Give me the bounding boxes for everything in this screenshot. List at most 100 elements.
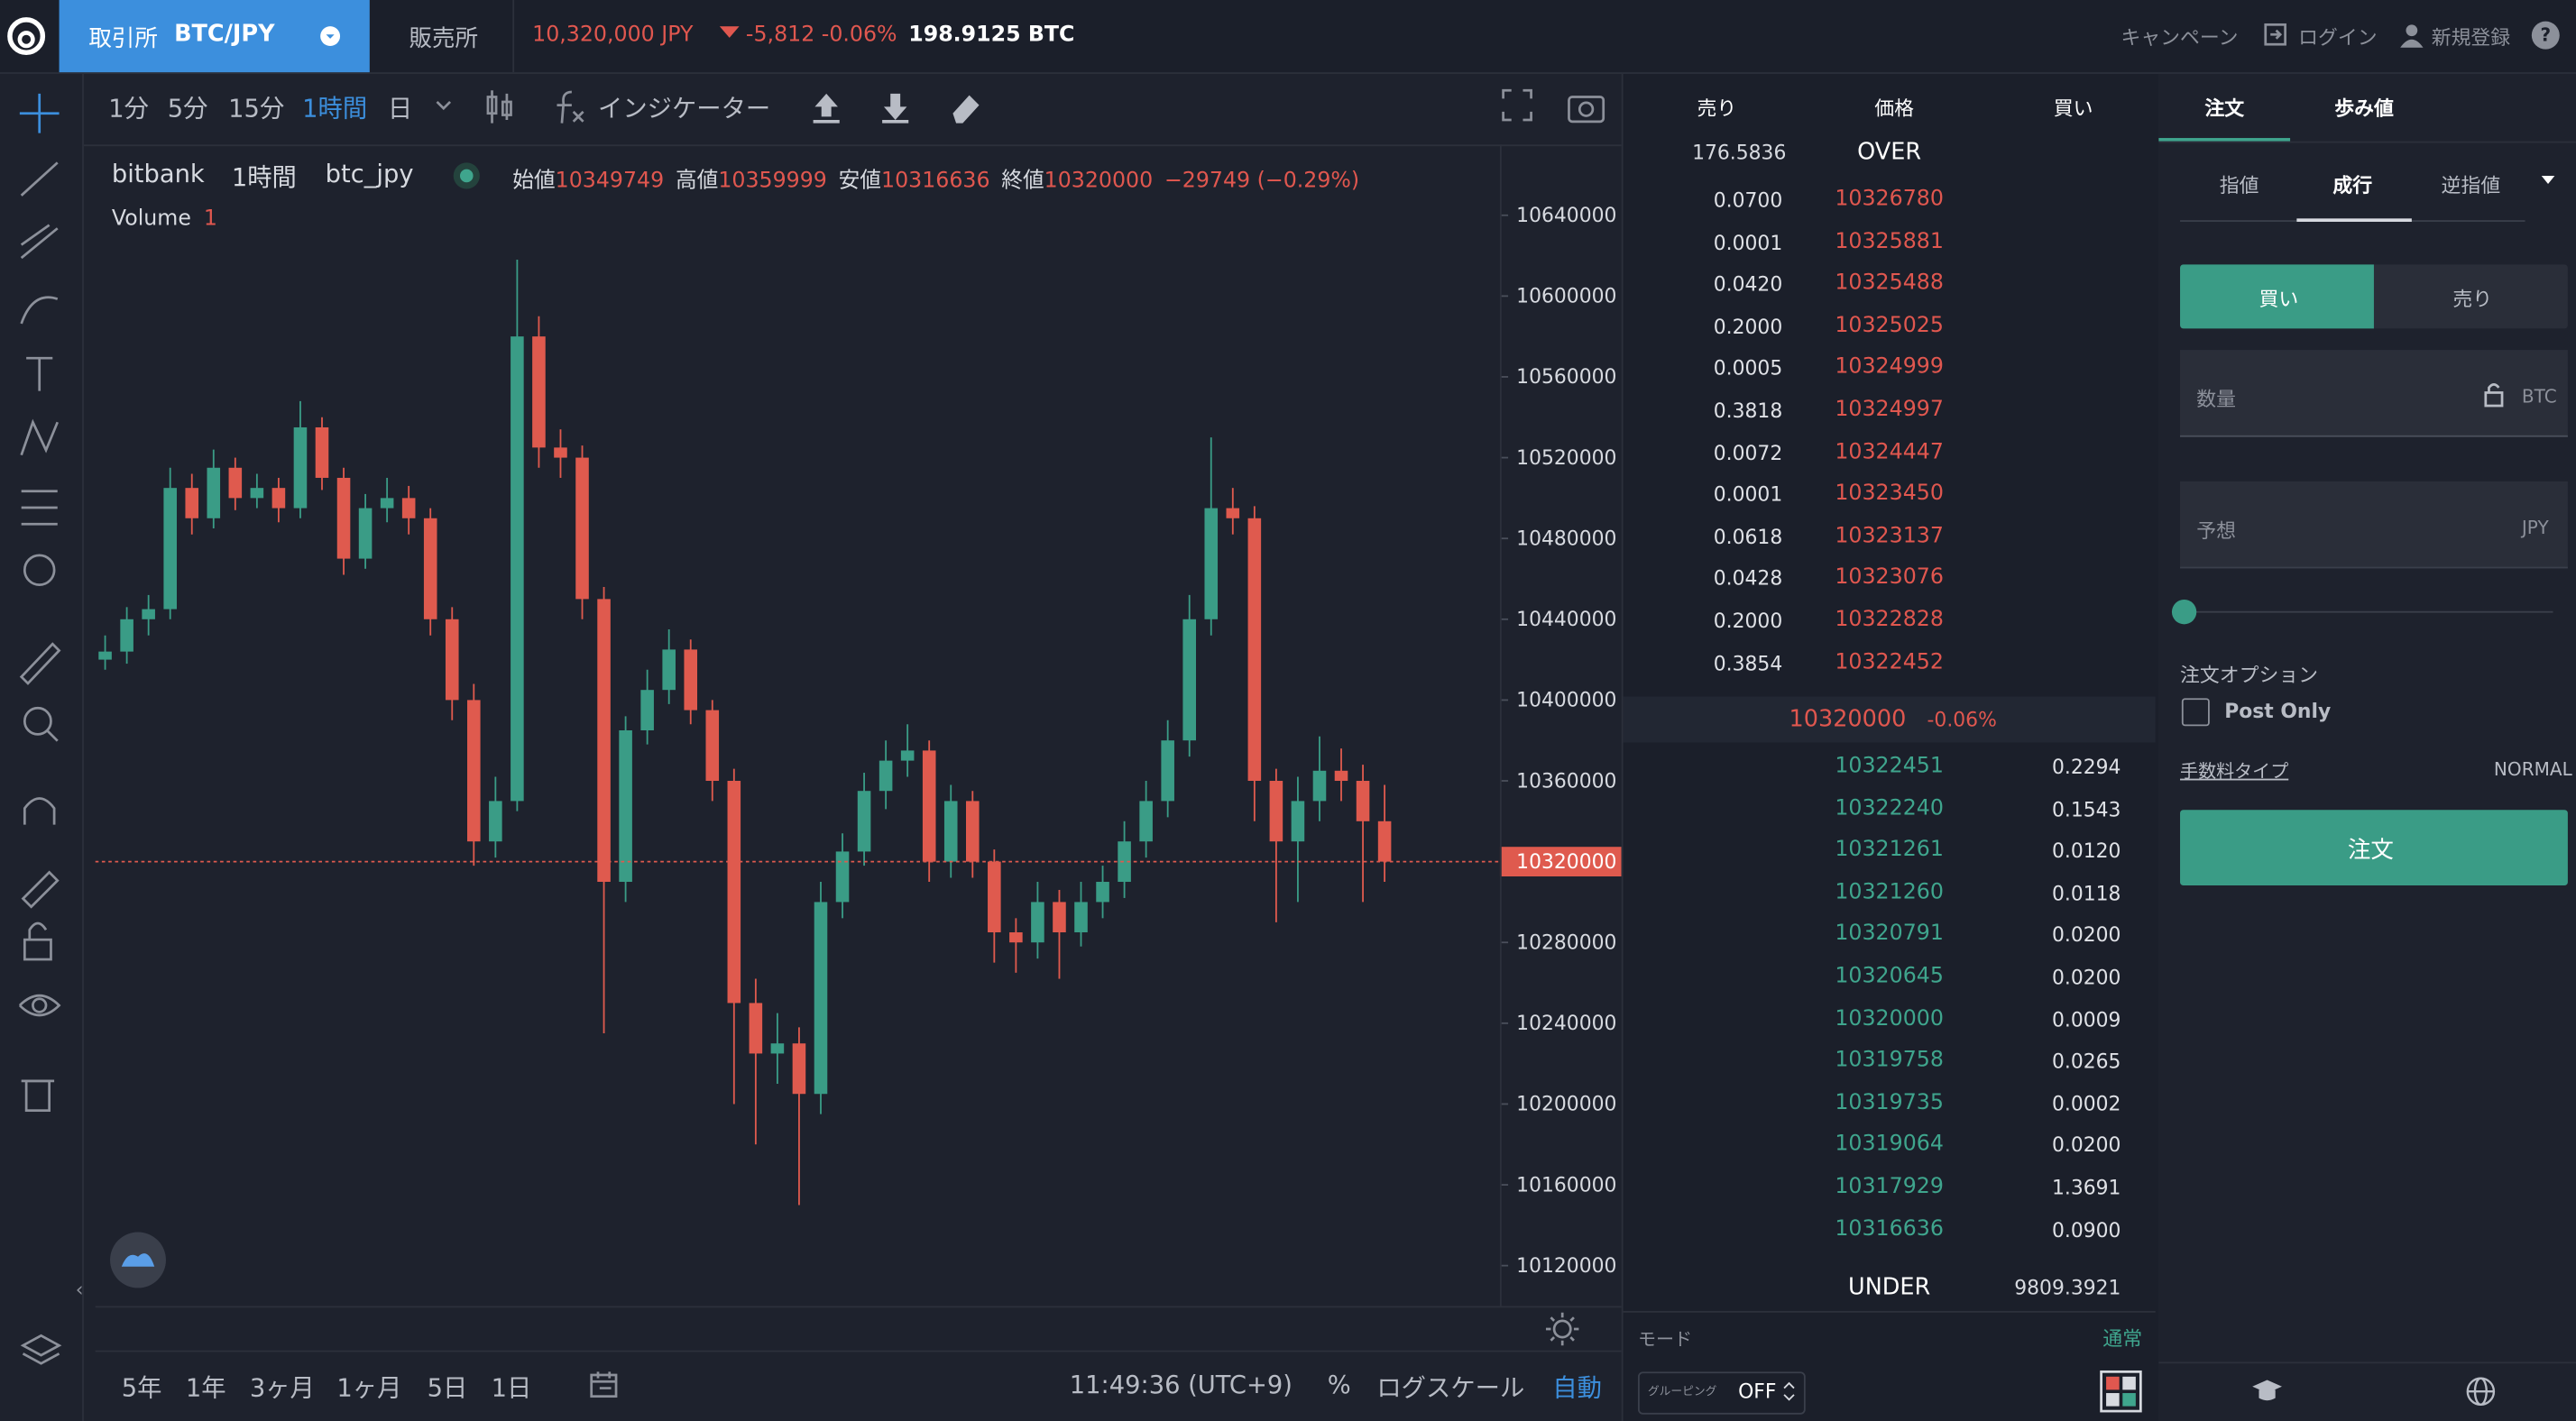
trades-tab[interactable]: 歩み値	[2334, 96, 2394, 121]
range-button[interactable]: 5日	[427, 1373, 468, 1403]
ask-price[interactable]: 10323450	[1835, 481, 1944, 507]
submit-button[interactable]	[2180, 810, 2568, 886]
bid-price[interactable]: 10319735	[1835, 1090, 1944, 1115]
ask-price[interactable]: 10322452	[1835, 649, 1944, 675]
y-tick-label: 10160000	[1516, 1174, 1616, 1196]
range-button[interactable]: 3ヶ月	[249, 1373, 315, 1403]
bid-price[interactable]: 10319064	[1835, 1132, 1944, 1158]
order-tab[interactable]: 注文	[2204, 96, 2245, 121]
buy-button[interactable]	[2180, 264, 2374, 329]
ohlc-label: 終値	[1001, 169, 1044, 194]
quantity-input[interactable]	[2180, 350, 2568, 437]
volume-label: Volume	[111, 206, 191, 232]
candle-body	[315, 426, 329, 478]
ask-price[interactable]: 10323076	[1835, 565, 1944, 591]
signup-link[interactable]: 新規登録	[2431, 26, 2511, 50]
grouping-select[interactable]	[1637, 1371, 1806, 1415]
indicator-button[interactable]: インジケーター	[598, 93, 771, 124]
candle-body	[1139, 801, 1153, 842]
retail-tab[interactable]: 販売所	[409, 26, 479, 53]
settings-icon[interactable]	[1544, 1311, 1580, 1347]
language-icon[interactable]	[2466, 1377, 2496, 1407]
scroll-left[interactable]: ‹	[75, 1278, 84, 1302]
logo[interactable]	[6, 16, 46, 56]
market-label: 取引所	[88, 26, 158, 53]
layers-icon[interactable]	[20, 1331, 62, 1373]
bid-price[interactable]: 10319758	[1835, 1048, 1944, 1074]
bid-price[interactable]: 10322240	[1835, 795, 1944, 821]
sell-button[interactable]	[2373, 264, 2568, 329]
log-toggle[interactable]: ログスケール	[1376, 1373, 1525, 1403]
range-button[interactable]: 5年	[121, 1373, 162, 1403]
candle-body	[1118, 841, 1131, 883]
chart-style-button[interactable]	[483, 87, 516, 127]
drawing-tools[interactable]	[16, 86, 66, 1137]
goto-date[interactable]	[588, 1369, 621, 1401]
ask-price[interactable]: 10325025	[1835, 313, 1944, 338]
ohlc-value: 10349749	[555, 169, 665, 194]
mode-value[interactable]: 通常	[2102, 1327, 2143, 1351]
percent-toggle[interactable]: %	[1327, 1370, 1351, 1400]
candle-body	[835, 851, 850, 903]
ask-price[interactable]: 10325488	[1835, 270, 1944, 297]
ask-price[interactable]: 10326780	[1835, 187, 1944, 213]
bid-price[interactable]: 10320791	[1835, 921, 1944, 948]
view-actions[interactable]	[1500, 87, 1606, 127]
pair-dropdown[interactable]	[318, 24, 342, 48]
bid-price[interactable]: 10322451	[1835, 754, 1944, 779]
divider	[1623, 1310, 2156, 1313]
ask-price[interactable]: 10324447	[1835, 439, 1944, 464]
order-type[interactable]: 成行	[2332, 174, 2373, 197]
range-button[interactable]: 1ヶ月	[336, 1373, 402, 1403]
login-link[interactable]: ログイン	[2298, 26, 2378, 50]
candle-body	[814, 902, 828, 1095]
bid-price[interactable]: 10320000	[1835, 1006, 1944, 1031]
range-button[interactable]: 1年	[185, 1373, 226, 1403]
bid-price[interactable]: 10316636	[1835, 1216, 1944, 1242]
interval-button[interactable]: 5分	[167, 93, 208, 124]
post-only-checkbox[interactable]	[2181, 698, 2210, 727]
ask-amount: 0.3818	[1713, 399, 1783, 423]
candle-body	[511, 336, 524, 802]
campaign-link[interactable]: キャンペーン	[2121, 26, 2239, 50]
options-label: 注文オプション	[2180, 664, 2319, 687]
bid-price[interactable]: 10320645	[1835, 964, 1944, 989]
fee-link[interactable]: 手数料タイプ	[2180, 760, 2289, 783]
candle-body	[770, 1043, 785, 1054]
academy-icon[interactable]	[2250, 1377, 2283, 1407]
help-button[interactable]: ?	[2531, 21, 2560, 50]
interval-button[interactable]: 1分	[108, 93, 149, 124]
interval-button[interactable]: 15分	[228, 93, 285, 124]
tab-indicator	[2158, 138, 2291, 142]
bid-price[interactable]: 10321260	[1835, 880, 1944, 905]
legend-ohlc: 始値10349749 高値10359999 安値10316636 終値10320000…	[512, 162, 1359, 194]
ask-amount: 0.0001	[1713, 231, 1783, 254]
interval-dropdown[interactable]	[434, 96, 454, 115]
bid-price[interactable]: 10321261	[1835, 838, 1944, 863]
book-layout[interactable]	[2100, 1370, 2142, 1413]
type-dropdown[interactable]	[2540, 174, 2556, 188]
ask-price[interactable]: 10324999	[1835, 355, 1944, 380]
candle-body	[185, 488, 199, 518]
pair[interactable]: BTC/JPY	[174, 21, 275, 48]
ask-price[interactable]: 10323137	[1835, 523, 1944, 549]
order-type[interactable]: 指値	[2219, 174, 2259, 197]
order-type[interactable]: 逆指値	[2441, 174, 2501, 197]
auto-toggle[interactable]: 自動	[1552, 1373, 1602, 1403]
interval-button[interactable]: 1時間	[302, 93, 368, 124]
ask-amount: 0.2000	[1713, 609, 1783, 633]
ask-amount: 0.0005	[1713, 357, 1783, 380]
ask-price[interactable]: 10325881	[1835, 229, 1944, 254]
ask-price[interactable]: 10324997	[1835, 397, 1944, 423]
range-button[interactable]: 1日	[491, 1373, 532, 1403]
lock-icon[interactable]	[2482, 381, 2506, 408]
bid-price[interactable]: 10317929	[1835, 1174, 1944, 1200]
interval-button[interactable]: 日	[387, 93, 413, 124]
y-tick-label: 10240000	[1516, 1013, 1616, 1035]
tv-logo[interactable]	[108, 1231, 168, 1290]
ask-price[interactable]: 10322828	[1835, 608, 1944, 633]
chart-actions[interactable]	[808, 87, 989, 127]
grouping-label: グルーピング	[1647, 1384, 1717, 1398]
market-tab[interactable]	[59, 0, 370, 73]
slider-handle[interactable]	[2171, 600, 2197, 625]
